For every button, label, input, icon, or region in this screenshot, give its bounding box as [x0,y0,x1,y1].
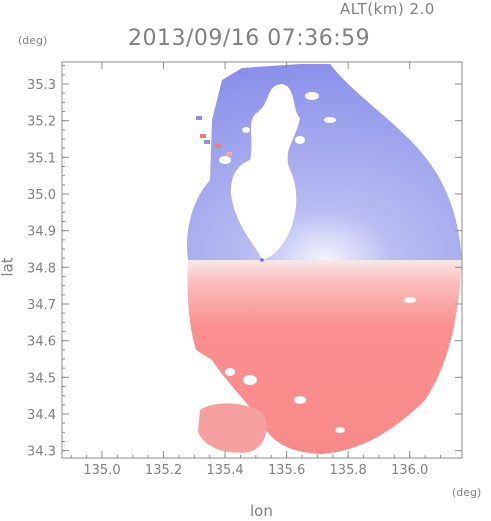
y-tick-label: 34.6 [27,335,56,350]
no-echo-gap [335,427,345,433]
x-tick-label: 135.6 [268,463,305,478]
no-echo-speck [219,156,231,164]
chart-datetime-title: 2013/09/16 07:36:59 [128,26,371,51]
no-echo-gap [225,368,235,376]
scattered-echo [196,116,202,120]
radar-location-marker [260,258,264,262]
y-tick-label: 34.9 [27,225,56,240]
x-axis-unit: (deg) [452,486,482,499]
no-echo-speck [324,117,336,123]
no-echo-speck [242,127,250,133]
no-echo-gap [243,375,257,385]
y-tick-label: 34.4 [27,408,56,423]
plot-frame [61,61,463,459]
y-tick-label: 35.2 [27,115,56,130]
x-tick-label: 135.4 [206,463,243,478]
y-tick-label: 34.7 [27,298,56,313]
y-tick-label: 34.5 [27,371,56,386]
y-tick-label: 35.1 [27,151,56,166]
x-tick-label: 135.0 [83,463,120,478]
no-echo-gap [294,396,306,404]
x-axis-label: lon [250,502,273,520]
scattered-echo [226,152,232,156]
y-tick-label: 35.3 [27,78,56,93]
axis-ticks: 135.0 135.2 135.4 135.6 135.8 136.0 34.3 34.4 34… [27,62,462,478]
scattered-echo [200,134,206,138]
no-echo-speck [271,95,289,105]
receding-region [187,260,462,454]
y-tick-label: 35.0 [27,188,56,203]
no-echo-gap [404,297,416,303]
no-echo-speck [305,92,319,100]
altitude-label: ALT(km) 2.0 [340,0,435,18]
y-tick-label: 34.8 [27,261,56,276]
x-tick-label: 135.2 [145,463,182,478]
x-tick-label: 135.8 [330,463,367,478]
y-tick-label: 34.3 [27,445,56,460]
scattered-echo [204,140,210,144]
receding-patch-southwest [198,403,267,453]
no-echo-speck [295,136,305,144]
x-tick-label: 136.0 [391,463,428,478]
no-echo-wedge [230,84,300,260]
velocity-field [186,64,462,454]
y-axis-unit: (deg) [18,34,48,47]
scattered-echo [215,144,221,148]
